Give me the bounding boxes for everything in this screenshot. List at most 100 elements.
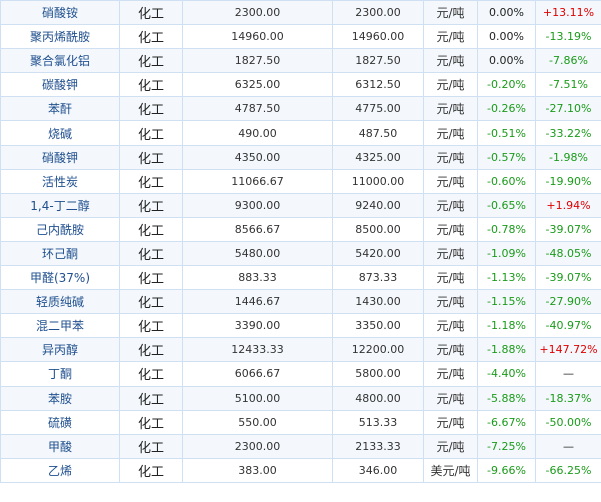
unit-cell: 元/吨 [423, 409, 478, 435]
table-row: 聚丙烯酰胺 化工 14960.00 14960.00 元/吨 0.00% -13.19% [0, 24, 601, 50]
product-link[interactable]: 苯胺 [47, 391, 72, 406]
product-name-cell[interactable]: 环己酮 [0, 240, 120, 267]
product-name-cell[interactable]: 碳酸钾 [0, 72, 120, 98]
product-name-cell[interactable]: 聚合氯化铝 [0, 48, 120, 74]
product-name-cell[interactable]: 烧碱 [0, 120, 120, 146]
product-name-cell[interactable]: 苯酐 [0, 96, 120, 122]
previous-price-cell: 383.00 [182, 457, 333, 483]
unit-cell: 元/吨 [423, 192, 478, 218]
unit-cell: 元/吨 [423, 216, 478, 242]
table-row: 甲醛(37%) 化工 883.33 873.33 元/吨 -1.13% -39.07% [0, 265, 601, 291]
product-link[interactable]: 混二甲苯 [35, 319, 84, 334]
category-cell: 化工 [119, 48, 183, 74]
daily-change-cell: -1.13% [477, 265, 536, 291]
previous-price-cell: 5100.00 [182, 385, 333, 411]
product-link[interactable]: 活性炭 [41, 174, 78, 189]
table-row: 烧碱 化工 490.00 487.50 元/吨 -0.51% -33.22% [0, 120, 601, 146]
product-link[interactable]: 硝酸铵 [41, 6, 78, 21]
product-name-cell[interactable]: 硝酸钾 [0, 144, 120, 170]
product-link[interactable]: 聚合氯化铝 [29, 54, 90, 69]
category-cell: 化工 [119, 144, 183, 170]
current-price-cell: 4775.00 [332, 96, 424, 122]
yearly-change-cell: -7.86% [535, 48, 601, 74]
product-link[interactable]: 环己酮 [41, 246, 78, 261]
unit-cell: 元/吨 [423, 240, 478, 267]
table-row: 己内酰胺 化工 8566.67 8500.00 元/吨 -0.78% -39.07% [0, 216, 601, 242]
product-link[interactable]: 甲醛(37%) [29, 271, 91, 286]
category-cell: 化工 [119, 337, 183, 363]
product-name-cell[interactable]: 活性炭 [0, 168, 120, 194]
category-cell: 化工 [119, 361, 183, 387]
current-price-cell: 3350.00 [332, 313, 424, 339]
category-cell: 化工 [119, 265, 183, 291]
category-cell: 化工 [119, 168, 183, 194]
daily-change-cell: -0.78% [477, 216, 536, 242]
unit-cell: 元/吨 [423, 48, 478, 74]
yearly-change-cell: -39.07% [535, 265, 601, 291]
daily-change-cell: 0.00% [477, 0, 536, 26]
current-price-cell: 8500.00 [332, 216, 424, 242]
daily-change-cell: -6.67% [477, 409, 536, 435]
unit-cell: 元/吨 [423, 337, 478, 363]
unit-cell: 元/吨 [423, 168, 478, 194]
product-link[interactable]: 异丙醇 [41, 343, 78, 358]
unit-cell: 元/吨 [423, 144, 478, 170]
product-link[interactable]: 乙烯 [47, 463, 72, 478]
product-name-cell[interactable]: 硝酸铵 [0, 0, 120, 26]
daily-change-cell: -0.60% [477, 168, 536, 194]
table-row: 1,4-丁二醇 化工 9300.00 9240.00 元/吨 -0.65% +1.94% [0, 192, 601, 218]
product-name-cell[interactable]: 硫磺 [0, 409, 120, 435]
current-price-cell: 1430.00 [332, 289, 424, 315]
product-link[interactable]: 轻质纯碱 [35, 295, 84, 310]
product-name-cell[interactable]: 1,4-丁二醇 [0, 192, 120, 218]
product-name-cell[interactable]: 苯胺 [0, 385, 120, 411]
previous-price-cell: 2300.00 [182, 433, 333, 459]
table-row: 硝酸钾 化工 4350.00 4325.00 元/吨 -0.57% -1.98% [0, 144, 601, 170]
product-name-cell[interactable]: 己内酰胺 [0, 216, 120, 242]
current-price-cell: 2300.00 [332, 0, 424, 26]
daily-change-cell: 0.00% [477, 48, 536, 74]
current-price-cell: 12200.00 [332, 337, 424, 363]
product-name-cell[interactable]: 甲酸 [0, 433, 120, 459]
product-link[interactable]: 硝酸钾 [41, 150, 78, 165]
yearly-change-cell: -33.22% [535, 120, 601, 146]
daily-change-cell: -1.15% [477, 289, 536, 315]
table-row: 轻质纯碱 化工 1446.67 1430.00 元/吨 -1.15% -27.90% [0, 289, 601, 315]
yearly-change-cell: -27.90% [535, 289, 601, 315]
product-link[interactable]: 甲酸 [47, 439, 72, 454]
unit-cell: 元/吨 [423, 120, 478, 146]
category-cell: 化工 [119, 192, 183, 218]
product-link[interactable]: 己内酰胺 [35, 222, 84, 237]
product-name-cell[interactable]: 混二甲苯 [0, 313, 120, 339]
product-name-cell[interactable]: 乙烯 [0, 457, 120, 483]
current-price-cell: 9240.00 [332, 192, 424, 218]
product-name-cell[interactable]: 异丙醇 [0, 337, 120, 363]
product-link[interactable]: 烧碱 [47, 126, 72, 141]
yearly-change-cell: -18.37% [535, 385, 601, 411]
product-name-cell[interactable]: 甲醛(37%) [0, 265, 120, 291]
yearly-change-cell: -39.07% [535, 216, 601, 242]
product-name-cell[interactable]: 丁酮 [0, 361, 120, 387]
product-link[interactable]: 苯酐 [47, 102, 72, 117]
product-link[interactable]: 碳酸钾 [41, 78, 78, 93]
product-name-cell[interactable]: 聚丙烯酰胺 [0, 24, 120, 50]
table-row: 苯酐 化工 4787.50 4775.00 元/吨 -0.26% -27.10% [0, 96, 601, 122]
yearly-change-cell: -27.10% [535, 96, 601, 122]
previous-price-cell: 4350.00 [182, 144, 333, 170]
unit-cell: 元/吨 [423, 265, 478, 291]
daily-change-cell: -7.25% [477, 433, 536, 459]
unit-cell: 元/吨 [423, 385, 478, 411]
product-link[interactable]: 硫磺 [47, 415, 72, 430]
daily-change-cell: -9.66% [477, 457, 536, 483]
daily-change-cell: -4.40% [477, 361, 536, 387]
product-link[interactable]: 1,4-丁二醇 [30, 198, 90, 213]
unit-cell: 元/吨 [423, 361, 478, 387]
category-cell: 化工 [119, 457, 183, 483]
product-link[interactable]: 聚丙烯酰胺 [29, 30, 90, 45]
table-row: 硫磺 化工 550.00 513.33 元/吨 -6.67% -50.00% [0, 409, 601, 435]
unit-cell: 元/吨 [423, 24, 478, 50]
product-link[interactable]: 丁酮 [47, 367, 72, 382]
unit-cell: 美元/吨 [423, 457, 478, 483]
product-name-cell[interactable]: 轻质纯碱 [0, 289, 120, 315]
table-row: 丁酮 化工 6066.67 5800.00 元/吨 -4.40% — [0, 361, 601, 387]
